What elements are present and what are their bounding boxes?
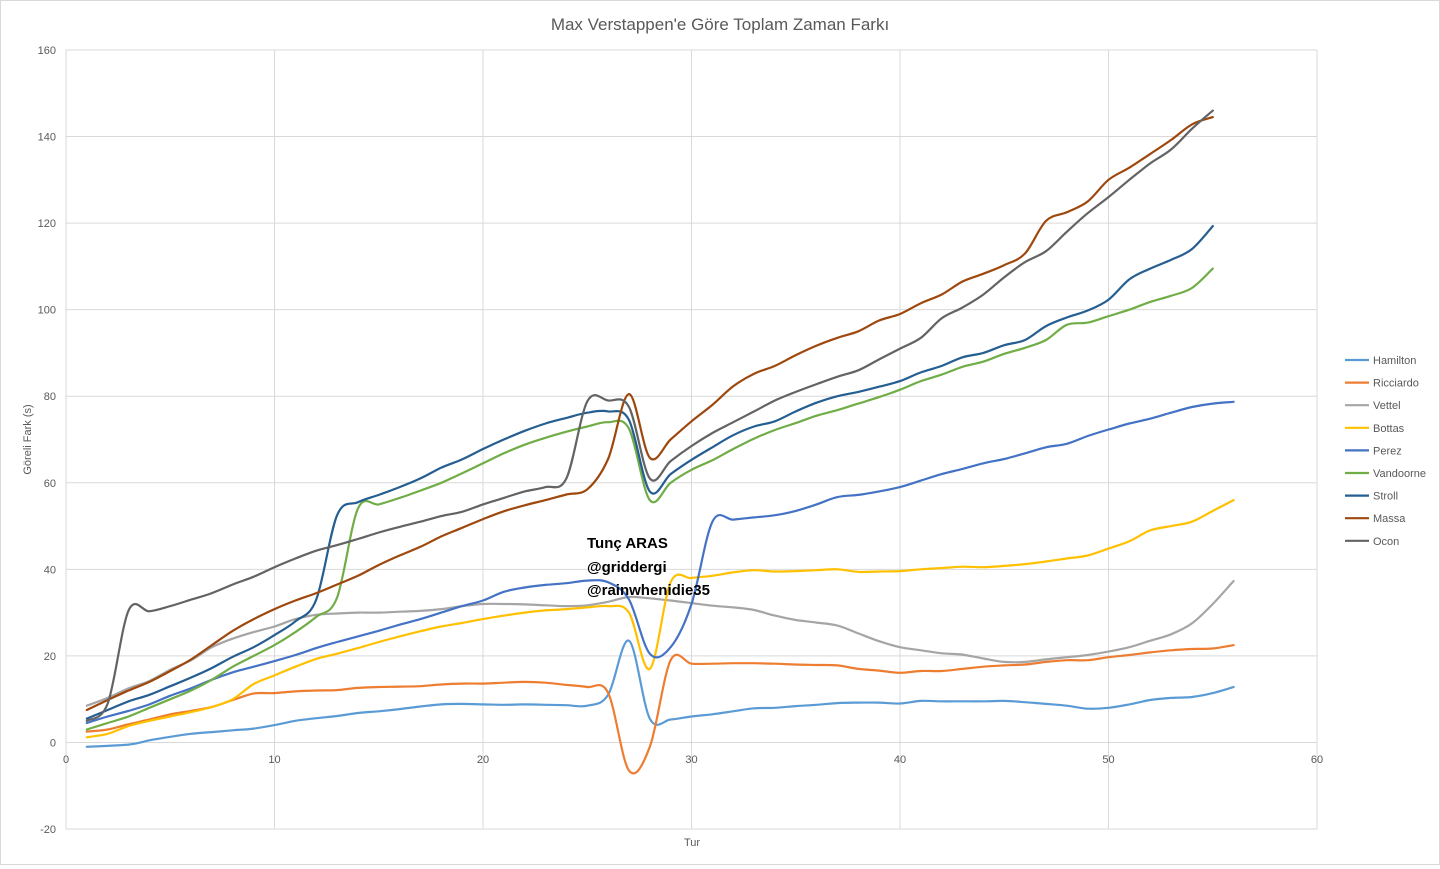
chart-title: Max Verstappen'e Göre Toplam Zaman Farkı [551, 15, 889, 34]
y-tick-label: 140 [38, 132, 56, 144]
x-tick-label: 20 [477, 754, 489, 766]
x-tick-label: 30 [685, 754, 697, 766]
legend-label-vandoorne: Vandoorne [1373, 468, 1426, 480]
y-tick-label: 60 [44, 478, 56, 490]
y-tick-label: 100 [38, 305, 56, 317]
x-tick-label: 10 [268, 754, 280, 766]
legend-label-bottas: Bottas [1373, 423, 1405, 435]
x-tick-label: 50 [1102, 754, 1114, 766]
x-axis-title: Tur [684, 837, 700, 849]
legend-label-stroll: Stroll [1373, 491, 1398, 503]
series-line-hamilton [85, 639, 1235, 748]
series-line-ricciardo [85, 644, 1235, 775]
x-tick-label: 40 [894, 754, 906, 766]
series-lines [85, 109, 1235, 775]
x-tick-label: 0 [63, 754, 69, 766]
y-tick-label: 80 [44, 391, 56, 403]
annotation-line-1: Tunç ARAS [587, 535, 668, 552]
y-tick-label: 120 [38, 218, 56, 230]
legend-label-massa: Massa [1373, 513, 1406, 525]
legend-label-hamilton: Hamilton [1373, 355, 1416, 367]
y-tick-label: 40 [44, 564, 56, 576]
legend-label-perez: Perez [1373, 445, 1402, 457]
legend: Hamilton Ricciardo Vettel Bottas Perez Vandoo… [1345, 355, 1426, 548]
y-tick-label: -20 [40, 824, 56, 836]
x-tick-label: 60 [1311, 754, 1323, 766]
x-axis-ticks: 0 10 20 30 40 50 60 [63, 754, 1323, 766]
series-line-massa [85, 116, 1214, 712]
y-tick-label: 0 [50, 737, 56, 749]
legend-label-ricciardo: Ricciardo [1373, 378, 1419, 390]
annotation-line-2: @griddergi [587, 559, 667, 576]
watermark-annotation: Tunç ARAS @griddergi @rainwhenidie35 [587, 535, 710, 599]
series-line-bottas [85, 499, 1235, 739]
series-line-perez [85, 400, 1235, 725]
plot-area-border [65, 49, 1318, 830]
annotation-line-3: @rainwhenidie35 [587, 582, 710, 599]
y-axis-title: Göreli Fark (s) [22, 404, 34, 474]
legend-label-ocon: Ocon [1373, 536, 1399, 548]
y-axis-ticks: -20 0 20 40 60 80 100 120 140 160 [38, 45, 56, 836]
y-tick-label: 160 [38, 45, 56, 57]
series-line-vettel [85, 579, 1235, 707]
y-tick-label: 20 [44, 651, 56, 663]
legend-label-vettel: Vettel [1373, 400, 1401, 412]
series-line-vandoorne [85, 267, 1214, 731]
series-line-stroll [85, 225, 1214, 720]
series-line-ocon [85, 109, 1214, 722]
